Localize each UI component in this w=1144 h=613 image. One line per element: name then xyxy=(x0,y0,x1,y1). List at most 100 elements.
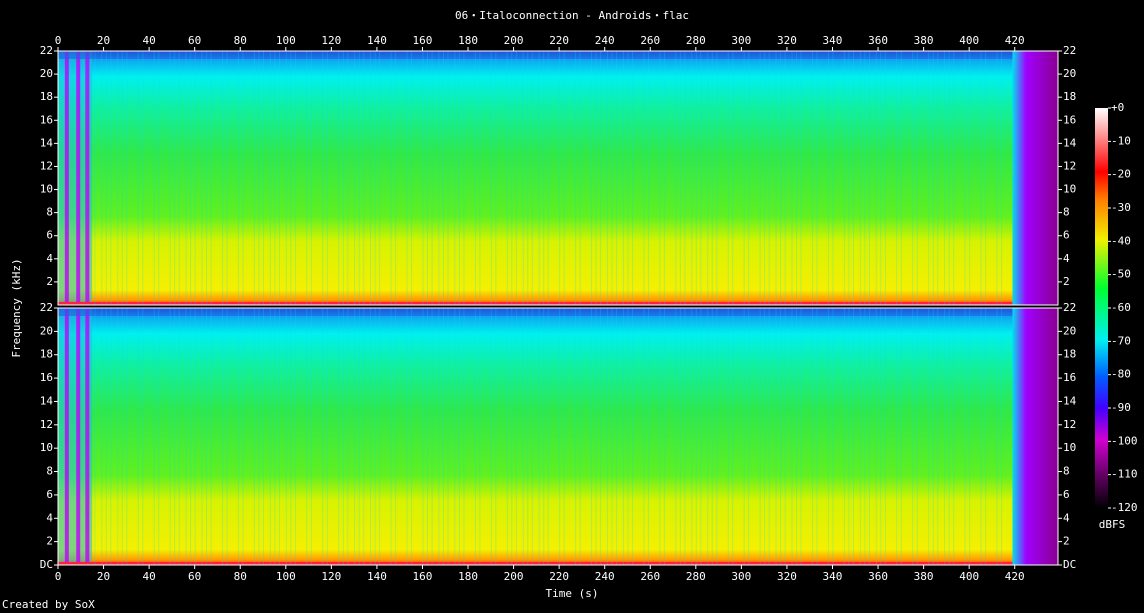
spectrogram-line xyxy=(848,308,850,565)
spectrogram-line xyxy=(796,308,798,565)
spectrogram-line xyxy=(190,308,192,565)
spectrogram-line xyxy=(326,51,328,305)
spectrogram-line xyxy=(105,51,107,305)
spectrogram-line xyxy=(716,308,718,565)
spectrogram-line xyxy=(194,308,196,565)
spectrogram-line xyxy=(110,51,112,305)
spectrogram-line xyxy=(201,51,203,305)
spectrogram-line xyxy=(310,308,312,565)
y-tick-label: 2 xyxy=(46,275,53,288)
spectrogram-line xyxy=(896,308,898,565)
spectrogram-line xyxy=(490,51,492,305)
x-tick-label-bottom: 40 xyxy=(142,570,155,583)
spectrogram-line xyxy=(242,308,244,565)
y-tick-label-right: 6 xyxy=(1063,488,1070,501)
x-tick-label-bottom: 160 xyxy=(413,570,433,583)
x-tick-label-top: 280 xyxy=(686,34,706,47)
spectrogram-line xyxy=(379,308,381,565)
x-tick-label-bottom: 420 xyxy=(1005,570,1025,583)
spectrogram-line xyxy=(912,308,914,565)
y-tick-label: 20 xyxy=(40,324,53,337)
spectrogram-stripe xyxy=(64,51,69,305)
y-axis-label: Frequency (kHz) xyxy=(10,258,23,357)
spectrogram-line xyxy=(358,308,360,565)
x-tick-label-bottom: 140 xyxy=(367,570,387,583)
spectrogram-line xyxy=(632,51,634,305)
spectrogram-line xyxy=(427,308,429,565)
y-tick-label-right: 12 xyxy=(1063,159,1076,172)
spectrogram-line xyxy=(442,51,444,305)
y-tick-label: DC xyxy=(40,558,53,571)
spectrogram-line xyxy=(226,51,228,305)
spectrogram-line xyxy=(543,308,545,565)
spectrogram-line xyxy=(531,308,533,565)
spectrogram-line xyxy=(775,308,777,565)
spectrogram-line xyxy=(206,51,208,305)
spectrogram-line xyxy=(563,308,565,565)
spectrogram-line xyxy=(237,51,239,305)
spectrogram-line xyxy=(194,51,196,305)
spectrogram-line xyxy=(827,308,829,565)
spectrogram-line xyxy=(884,51,886,305)
spectrogram-line xyxy=(663,51,665,305)
colorbar-tick-label: -100 xyxy=(1111,434,1138,447)
spectrogram-line xyxy=(201,308,203,565)
spectrogram-line xyxy=(843,51,845,305)
spectrogram-line xyxy=(843,308,845,565)
spectrogram-line xyxy=(643,308,645,565)
y-tick-label: 6 xyxy=(46,488,53,501)
x-tick-label-top: 400 xyxy=(959,34,979,47)
x-tick-label-top: 120 xyxy=(321,34,341,47)
x-tick-label-top: 100 xyxy=(276,34,296,47)
chart-title: 06・Italoconnection - Androids・flac xyxy=(455,9,689,22)
y-tick-label-right: 8 xyxy=(1063,206,1070,219)
spectrogram-line xyxy=(691,51,693,305)
spectrogram-line xyxy=(458,51,460,305)
spectrogram-line xyxy=(684,308,686,565)
spectrogram-line xyxy=(342,308,344,565)
spectrogram-line xyxy=(490,308,492,565)
spectrogram-line xyxy=(101,308,103,565)
spectrogram-line xyxy=(852,308,854,565)
spectrogram-base xyxy=(58,562,1013,565)
spectrogram-line xyxy=(174,308,176,565)
spectrogram-line xyxy=(322,51,324,305)
spectrogram-line xyxy=(153,308,155,565)
spectrogram-line xyxy=(253,51,255,305)
spectrogram-stripe xyxy=(85,308,90,565)
colorbar-tick-label: -50 xyxy=(1111,268,1131,281)
y-tick-label: 20 xyxy=(40,67,53,80)
spectrogram-line xyxy=(479,51,481,305)
spectrogram-line xyxy=(616,308,618,565)
spectrogram-line xyxy=(527,308,529,565)
spectrogram-line xyxy=(944,308,946,565)
spectrogram-line xyxy=(622,51,624,305)
spectrogram-line xyxy=(868,51,870,305)
spectrogram-line xyxy=(600,51,602,305)
y-tick-label: 8 xyxy=(46,206,53,219)
spectrogram-line xyxy=(390,51,392,305)
spectrogram-line xyxy=(937,308,939,565)
spectrogram-line xyxy=(591,308,593,565)
spectrogram-line xyxy=(447,51,449,305)
x-tick-label-bottom: 200 xyxy=(504,570,524,583)
spectrogram-line xyxy=(595,308,597,565)
y-tick-label-right: DC xyxy=(1063,558,1076,571)
spectrogram-line xyxy=(579,51,581,305)
x-tick-label-top: 220 xyxy=(549,34,569,47)
spectrogram-line xyxy=(759,51,761,305)
x-tick-label-top: 40 xyxy=(142,34,155,47)
x-tick-label-top: 240 xyxy=(595,34,615,47)
spectrogram-line xyxy=(101,51,103,305)
x-tick-label-top: 20 xyxy=(97,34,110,47)
spectrogram-line xyxy=(759,308,761,565)
y-tick-label-right: 14 xyxy=(1063,136,1077,149)
spectrogram-line xyxy=(185,51,187,305)
spectrogram-line xyxy=(675,308,677,565)
spectrogram-line xyxy=(811,51,813,305)
spectrogram-stripe xyxy=(76,51,81,305)
x-tick-label-top: 140 xyxy=(367,34,387,47)
spectrogram-line xyxy=(178,308,180,565)
y-tick-label-right: 14 xyxy=(1063,394,1077,407)
spectrogram-line xyxy=(700,308,702,565)
